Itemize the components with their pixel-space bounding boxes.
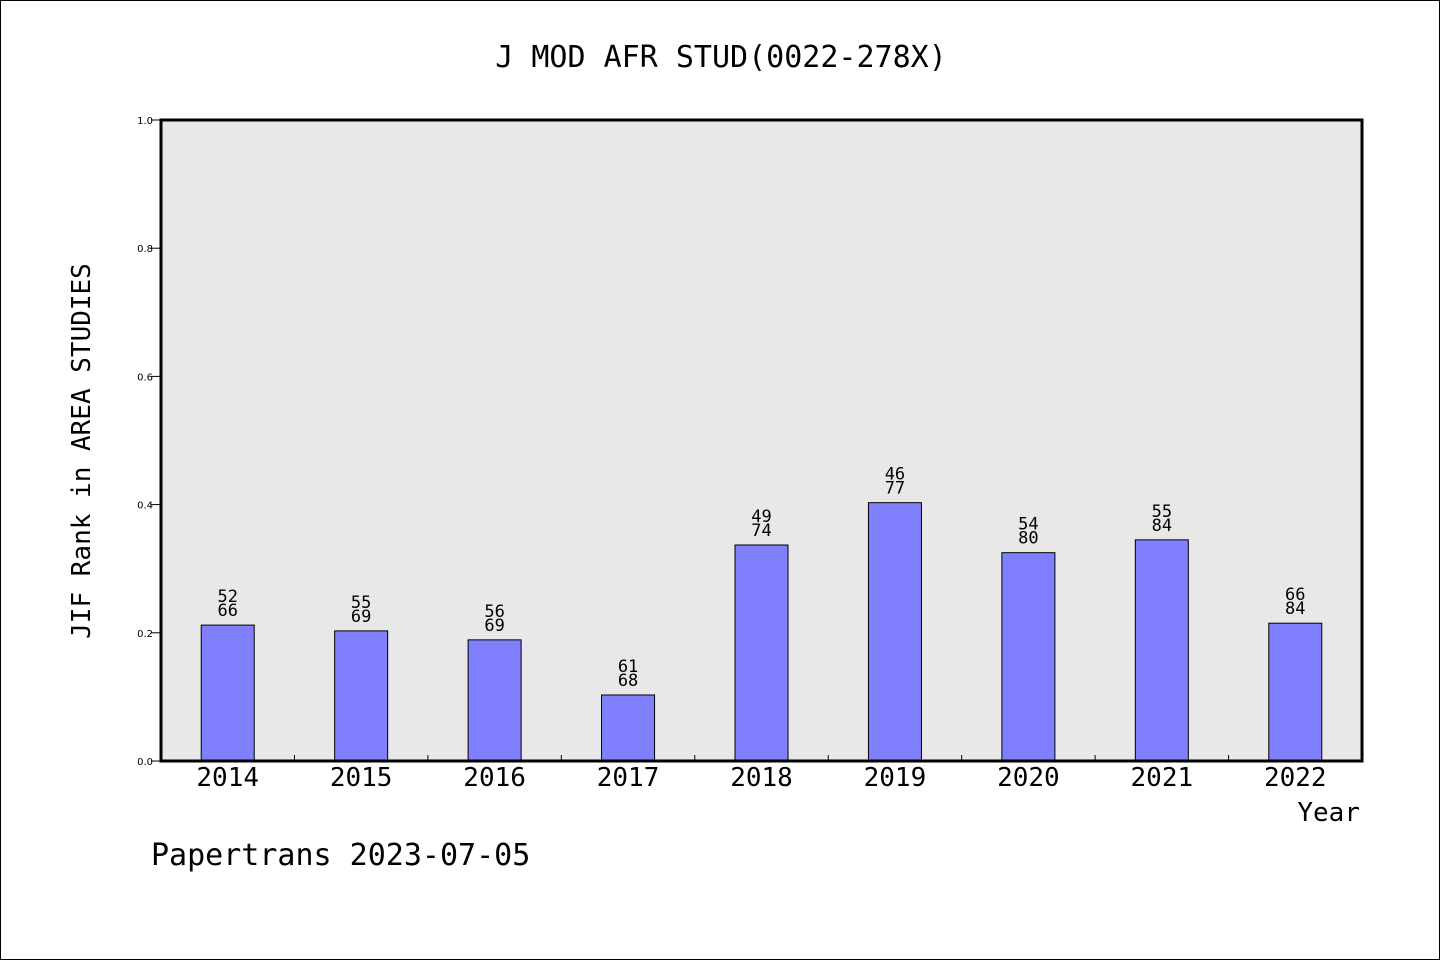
data-label-total: 84 <box>1285 599 1305 619</box>
footer-credit: Papertrans 2023-07-05 <box>151 838 530 873</box>
y-tick-label: 0.6 <box>137 372 153 383</box>
x-tick-label: 2016 <box>463 763 526 793</box>
bar-2020 <box>1001 552 1056 762</box>
y-axis-label: JIF Rank in AREA STUDIES <box>67 263 97 639</box>
data-label-rank: 56 <box>484 602 504 622</box>
x-tick-label: 2019 <box>864 763 927 793</box>
y-tick-label: 1.0 <box>137 116 153 127</box>
bar-2014 <box>200 624 255 762</box>
data-label-total: 74 <box>751 521 771 541</box>
x-tick-label: 2021 <box>1131 763 1194 793</box>
chart-title: J MOD AFR STUD(0022-278X) <box>495 40 947 75</box>
bar-2016 <box>467 639 522 762</box>
x-axis-label: Year <box>1297 798 1360 828</box>
data-label-total: 66 <box>217 601 237 621</box>
bar-2015 <box>334 630 389 762</box>
x-tick-label: 2015 <box>330 763 393 793</box>
data-label-rank: 46 <box>885 465 905 485</box>
data-label-rank: 49 <box>751 507 771 527</box>
x-tick-label: 2022 <box>1264 763 1327 793</box>
bar-2017 <box>601 694 656 762</box>
bar-2021 <box>1134 539 1189 762</box>
bar-2022 <box>1268 622 1323 762</box>
x-tick-label: 2014 <box>196 763 259 793</box>
x-tick-label: 2017 <box>597 763 660 793</box>
data-label-total: 80 <box>1018 529 1038 549</box>
y-tick-label: 0.4 <box>137 501 153 512</box>
y-axis: 0.0 0.2 0.4 0.6 0.8 1.0 <box>137 116 161 768</box>
bar-2019 <box>867 502 922 762</box>
data-label-rank: 55 <box>1152 502 1172 522</box>
data-label-total: 68 <box>618 671 638 691</box>
data-label-rank: 61 <box>618 657 638 677</box>
y-tick-label: 0.2 <box>137 629 153 640</box>
data-label-rank: 52 <box>217 587 237 607</box>
data-label-total: 77 <box>885 479 905 499</box>
bar-2018 <box>734 544 789 762</box>
data-label-rank: 55 <box>351 593 371 613</box>
plot-border <box>159 118 1364 763</box>
x-tick-label: 2018 <box>730 763 793 793</box>
x-tick-label: 2020 <box>997 763 1060 793</box>
data-label-total: 69 <box>484 616 504 636</box>
y-tick-label: 0.0 <box>137 757 153 768</box>
y-tick-label: 0.8 <box>137 244 153 255</box>
data-label-rank: 66 <box>1285 585 1305 605</box>
data-label-total: 84 <box>1152 516 1172 536</box>
x-axis: 2014 2015 2016 2017 2018 2019 2020 2021 2022 <box>196 755 1327 793</box>
data-label-total: 69 <box>351 607 371 627</box>
data-label-rank: 54 <box>1018 515 1038 535</box>
bar-series <box>200 502 1323 762</box>
